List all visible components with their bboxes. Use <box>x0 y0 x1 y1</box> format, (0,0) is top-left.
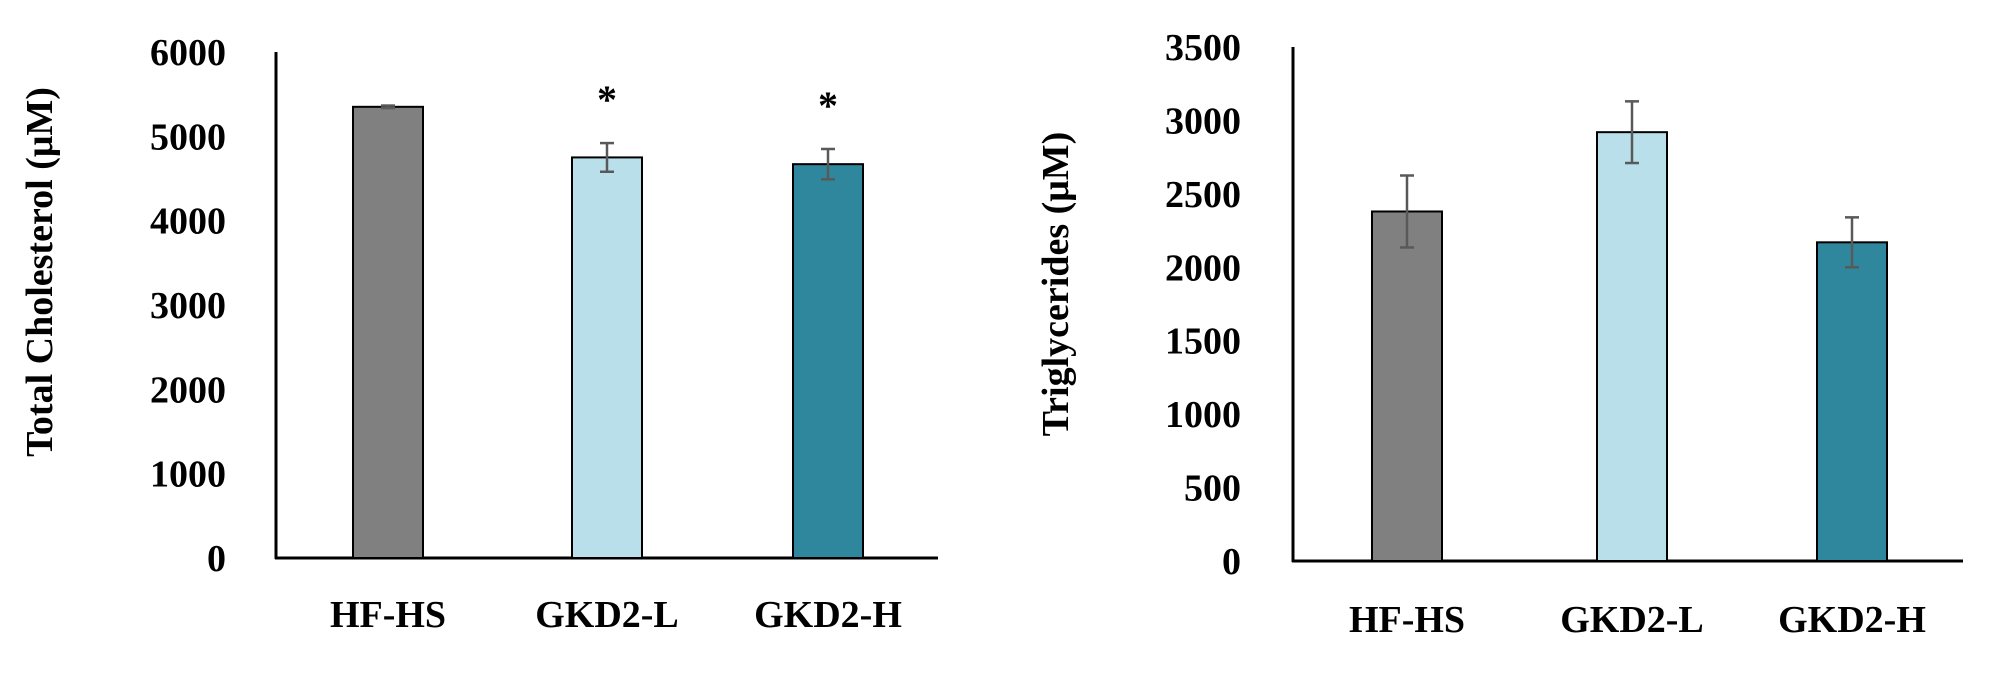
y-tick-label: 1000 <box>1165 394 1241 436</box>
y-tick-label: 2500 <box>1165 174 1241 216</box>
y-tick-label: 1000 <box>150 454 226 496</box>
error-bar <box>1625 100 1639 165</box>
y-tick-label: 5000 <box>150 116 226 158</box>
significance-marker: * <box>597 77 617 122</box>
y-tick-label: 0 <box>1222 541 1241 583</box>
bar-gkd2-l <box>571 156 643 560</box>
triglycerides-chart: 0 500 1000 1500 2000 2500 3000 3500 Triglyceride… <box>1035 27 1963 641</box>
error-bar <box>381 104 395 110</box>
x-category-label: GKD2-L <box>535 594 679 636</box>
y-tick-label: 3000 <box>150 285 226 327</box>
x-category-label: HF-HS <box>1349 599 1465 641</box>
x-category-label: GKD2-H <box>754 594 902 636</box>
y-tick-label: 3500 <box>1165 27 1241 69</box>
x-category-label: GKD2-H <box>1778 599 1926 641</box>
y-tick-label: 3000 <box>1165 100 1241 142</box>
x-category-label: GKD2-L <box>1560 599 1704 641</box>
y-tick-label: 6000 <box>150 32 226 74</box>
bar-gkd2-l <box>1596 131 1668 562</box>
x-category-label: HF-HS <box>330 594 446 636</box>
significance-marker: * <box>818 83 838 128</box>
error-bar <box>600 141 614 174</box>
bar-gkd2-h <box>1816 241 1888 562</box>
error-bar <box>1845 216 1859 269</box>
y-tick-label: 4000 <box>150 201 226 243</box>
y-tick-label: 1500 <box>1165 321 1241 363</box>
y-tick-label: 2000 <box>1165 247 1241 289</box>
y-axis-label: Triglycerides (μM) <box>1035 132 1077 437</box>
y-tick-label: 0 <box>207 538 226 580</box>
bar-hf-hs <box>1371 210 1443 562</box>
error-bar <box>821 147 835 181</box>
y-tick-label: 500 <box>1184 468 1241 510</box>
y-axis-label: Total Cholesterol (μM) <box>19 87 61 457</box>
cholesterol-chart: 0 1000 2000 3000 4000 5000 6000 Total Cholester… <box>19 32 938 636</box>
bar-hf-hs <box>352 105 424 559</box>
y-tick-label: 2000 <box>150 369 226 411</box>
error-bar <box>1400 174 1414 249</box>
bar-gkd2-h <box>792 163 864 559</box>
